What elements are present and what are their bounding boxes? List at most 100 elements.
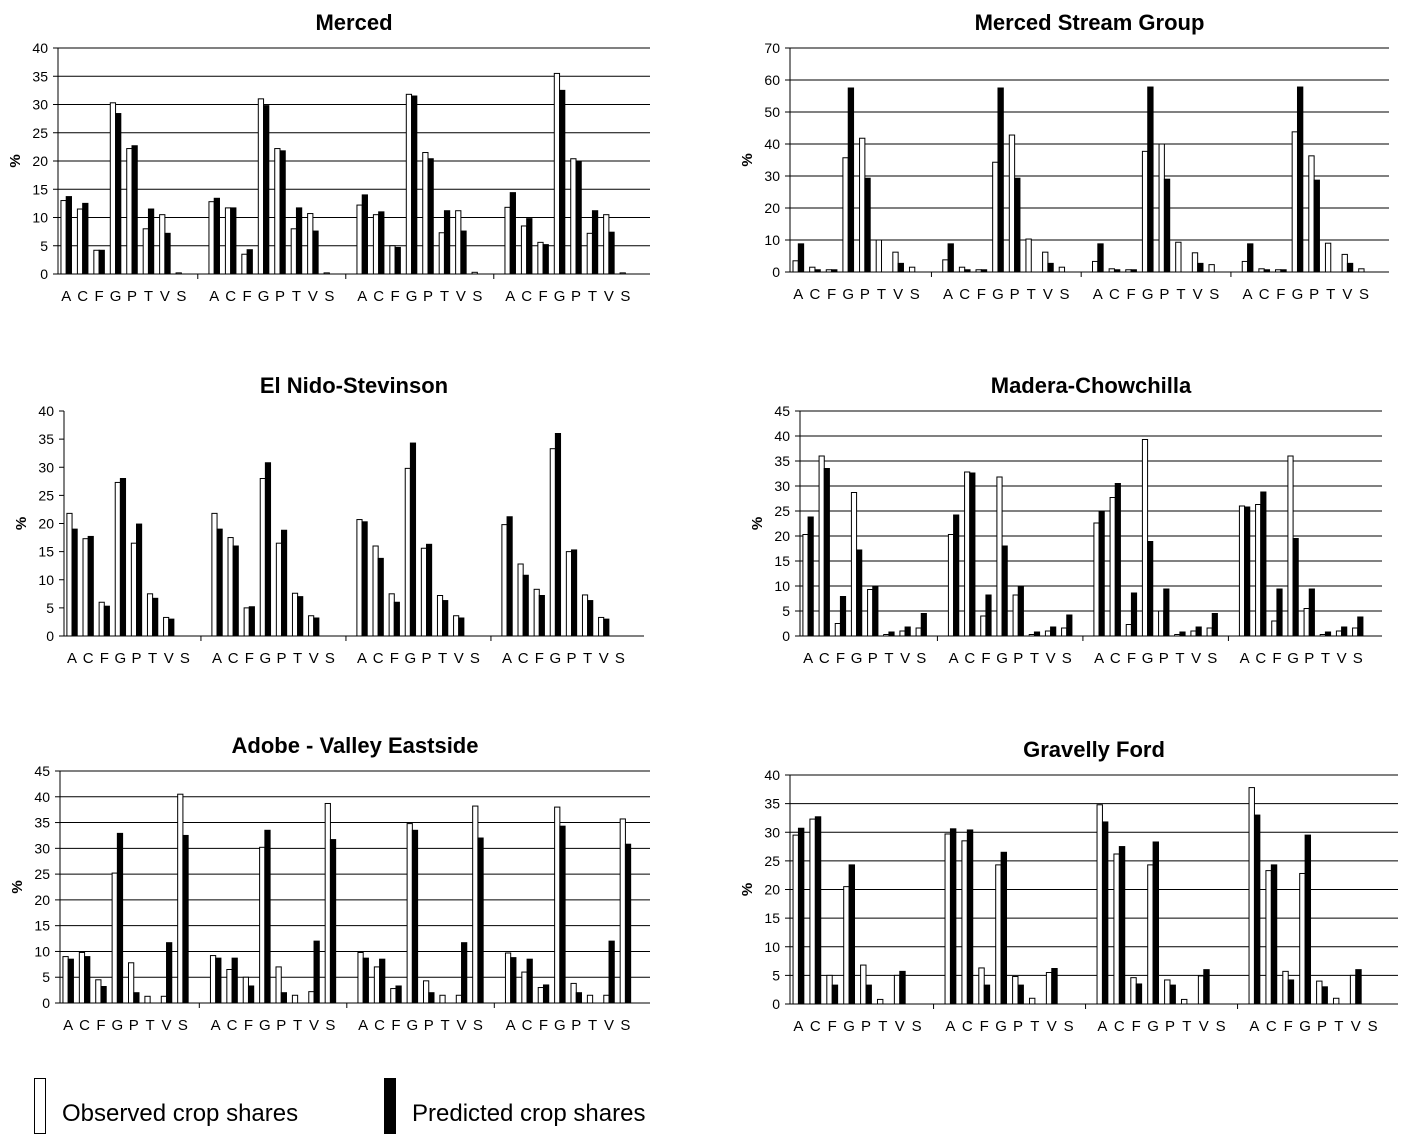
x-tick-label: S [910, 286, 920, 303]
bar-predicted [969, 472, 976, 637]
bar-predicted [1130, 592, 1138, 637]
bar-predicted [215, 957, 222, 1004]
bar-predicted [897, 262, 904, 273]
bar-predicted [964, 269, 971, 273]
bar-observed [291, 592, 299, 637]
x-tick-label: C [227, 1017, 238, 1034]
x-tick-label: C [521, 288, 532, 305]
bar-observed [802, 534, 809, 637]
y-tick-label: 20 [34, 892, 50, 908]
x-tick-label: S [912, 1018, 922, 1035]
bar-predicted [119, 478, 127, 637]
bar-observed [82, 538, 89, 637]
bar-predicted [82, 202, 89, 275]
bar-predicted [1211, 613, 1218, 637]
x-tick-label: V [1043, 286, 1053, 303]
bar-predicted [329, 839, 337, 1004]
y-tick-label: 20 [32, 153, 48, 169]
bar-observed [471, 271, 478, 275]
bar-predicted [313, 940, 320, 1004]
x-tick-label: A [502, 650, 512, 667]
bar-observed [834, 623, 841, 637]
x-tick-label: S [178, 1017, 188, 1034]
chart-4: Adobe - Valley Eastside 0 5 10 15 20 25 30 35 40 4… [9, 733, 650, 1034]
bar-predicted [966, 829, 974, 1005]
bar-predicted [1287, 979, 1295, 1005]
x-tick-label: P [276, 1017, 286, 1034]
x-tick-label: T [1030, 650, 1039, 667]
x-tick-label: S [1064, 1018, 1074, 1035]
bar-predicted [147, 208, 155, 275]
y-tick-label: 20 [764, 882, 780, 898]
bar-predicted [1169, 984, 1176, 1005]
bar-observed [373, 966, 381, 1004]
x-tick-label: G [1147, 1018, 1159, 1035]
x-tick-label: G [554, 1017, 566, 1034]
x-tick-label: P [1304, 650, 1314, 667]
x-tick-label: C [819, 650, 830, 667]
bar-predicted [1147, 541, 1154, 637]
bar-observed [1349, 974, 1357, 1005]
bar-predicted [807, 516, 814, 637]
bar-observed [307, 213, 314, 275]
chart-title: Merced Stream Group [975, 10, 1205, 35]
bar-predicted [542, 244, 549, 275]
bar-observed [1147, 864, 1154, 1005]
bar-observed [947, 534, 955, 637]
bar-observed [439, 994, 446, 1004]
bar-observed [163, 616, 170, 637]
x-tick-label: G [843, 1018, 855, 1035]
x-tick-label: P [868, 650, 878, 667]
bar-observed [619, 272, 626, 275]
x-tick-label: A [61, 288, 71, 305]
x-tick-label: S [620, 1017, 630, 1034]
bar-observed [517, 563, 524, 637]
bar-predicted [1014, 177, 1021, 273]
bar-observed [144, 995, 151, 1004]
x-tick-label: V [1191, 650, 1201, 667]
bar-observed [978, 967, 985, 1005]
x-tick-label: F [1276, 286, 1285, 303]
x-tick-label: C [518, 650, 529, 667]
x-tick-label: A [211, 1017, 221, 1034]
bar-observed [1109, 497, 1116, 637]
bar-predicted [559, 89, 566, 275]
bar-observed [533, 588, 540, 637]
y-tick-label: 45 [774, 403, 790, 419]
bar-predicted [1130, 269, 1137, 273]
y-tick-label: 60 [764, 72, 780, 88]
bar-observed [1158, 610, 1165, 637]
legend-swatch-predicted [384, 1078, 396, 1134]
bar-predicted [297, 596, 304, 637]
bar-predicted [1066, 614, 1073, 637]
bar-observed [1096, 804, 1103, 1005]
bar-observed [227, 537, 234, 637]
x-tick-label: A [1249, 1018, 1259, 1035]
bar-predicted [1355, 969, 1362, 1005]
x-tick-label: T [1334, 1018, 1343, 1035]
bar-predicted [71, 528, 78, 637]
bar-predicted [379, 958, 386, 1004]
x-tick-label: F [1284, 1018, 1293, 1035]
bar-observed [1282, 970, 1289, 1005]
bar-predicted [312, 230, 319, 275]
bar-observed [501, 524, 508, 637]
bar-observed [111, 872, 118, 1004]
x-tick-label: T [1027, 286, 1036, 303]
x-tick-label: V [164, 650, 174, 667]
x-tick-label: T [583, 650, 592, 667]
y-tick-label: 25 [764, 853, 780, 869]
x-tick-label: S [1368, 1018, 1378, 1035]
x-tick-label: A [945, 1018, 955, 1035]
bar-predicted [888, 631, 895, 637]
x-tick-label: G [112, 1017, 124, 1034]
x-tick-label: C [810, 286, 821, 303]
x-tick-label: A [793, 286, 803, 303]
bar-predicted [164, 232, 171, 275]
bar-predicted [575, 161, 582, 275]
x-tick-label: V [1342, 286, 1352, 303]
bar-observed [1332, 997, 1340, 1005]
bar-observed [598, 616, 605, 637]
